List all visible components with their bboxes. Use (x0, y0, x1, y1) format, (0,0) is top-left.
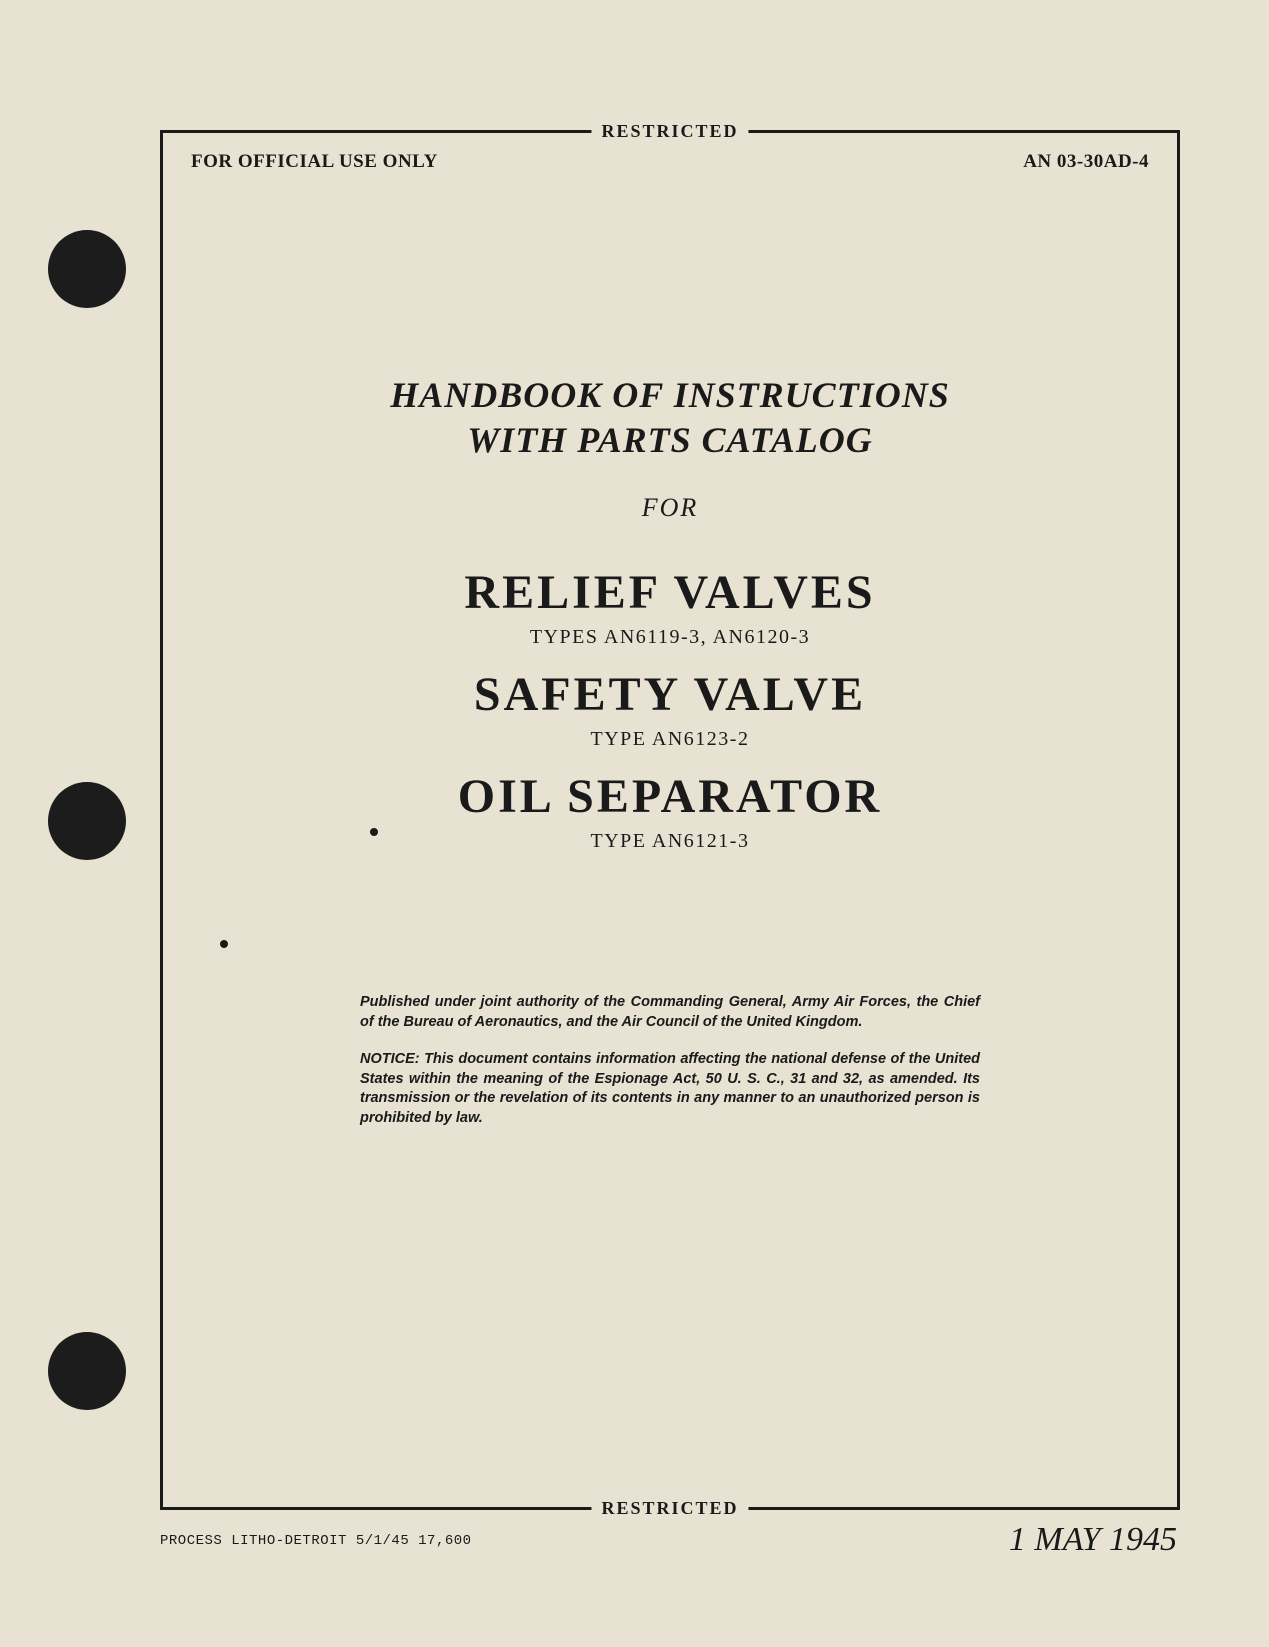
fineprint-authority: Published under joint authority of the C… (360, 993, 980, 1032)
item-types-0: TYPES AN6119-3, AN6120-3 (163, 626, 1177, 649)
header-right: AN 03-30AD-4 (1023, 151, 1149, 173)
fine-print-block: Published under joint authority of the C… (360, 993, 980, 1128)
fineprint-notice: NOTICE: This document contains informati… (360, 1050, 980, 1128)
item-name-2: OIL SEPARATOR (163, 769, 1177, 824)
classification-top: RESTRICTED (591, 121, 748, 142)
item-name-1: SAFETY VALVE (163, 667, 1177, 722)
item-name-0: RELIEF VALVES (163, 565, 1177, 620)
item-types-1: TYPE AN6123-2 (163, 728, 1177, 751)
document-page: RESTRICTED RESTRICTED FOR OFFICIAL USE O… (0, 0, 1269, 1647)
artifact-dot-icon (220, 940, 228, 948)
print-footer-left: PROCESS LITHO-DETROIT 5/1/45 17,600 (160, 1533, 472, 1549)
punch-hole-icon (48, 782, 126, 860)
title-block: HANDBOOK OF INSTRUCTIONS WITH PARTS CATA… (163, 373, 1177, 853)
title-line-1: HANDBOOK OF INSTRUCTIONS (163, 373, 1177, 418)
title-for: FOR (163, 493, 1177, 523)
classification-bottom: RESTRICTED (591, 1498, 748, 1519)
header-left: FOR OFFICIAL USE ONLY (191, 151, 438, 173)
punch-hole-icon (48, 1332, 126, 1410)
artifact-dot-icon (370, 828, 378, 836)
title-line-2: WITH PARTS CATALOG (163, 418, 1177, 463)
item-types-2: TYPE AN6121-3 (163, 830, 1177, 853)
print-footer-date: 1 MAY 1945 (1009, 1521, 1177, 1559)
content-frame: RESTRICTED RESTRICTED FOR OFFICIAL USE O… (160, 130, 1180, 1510)
punch-hole-icon (48, 230, 126, 308)
